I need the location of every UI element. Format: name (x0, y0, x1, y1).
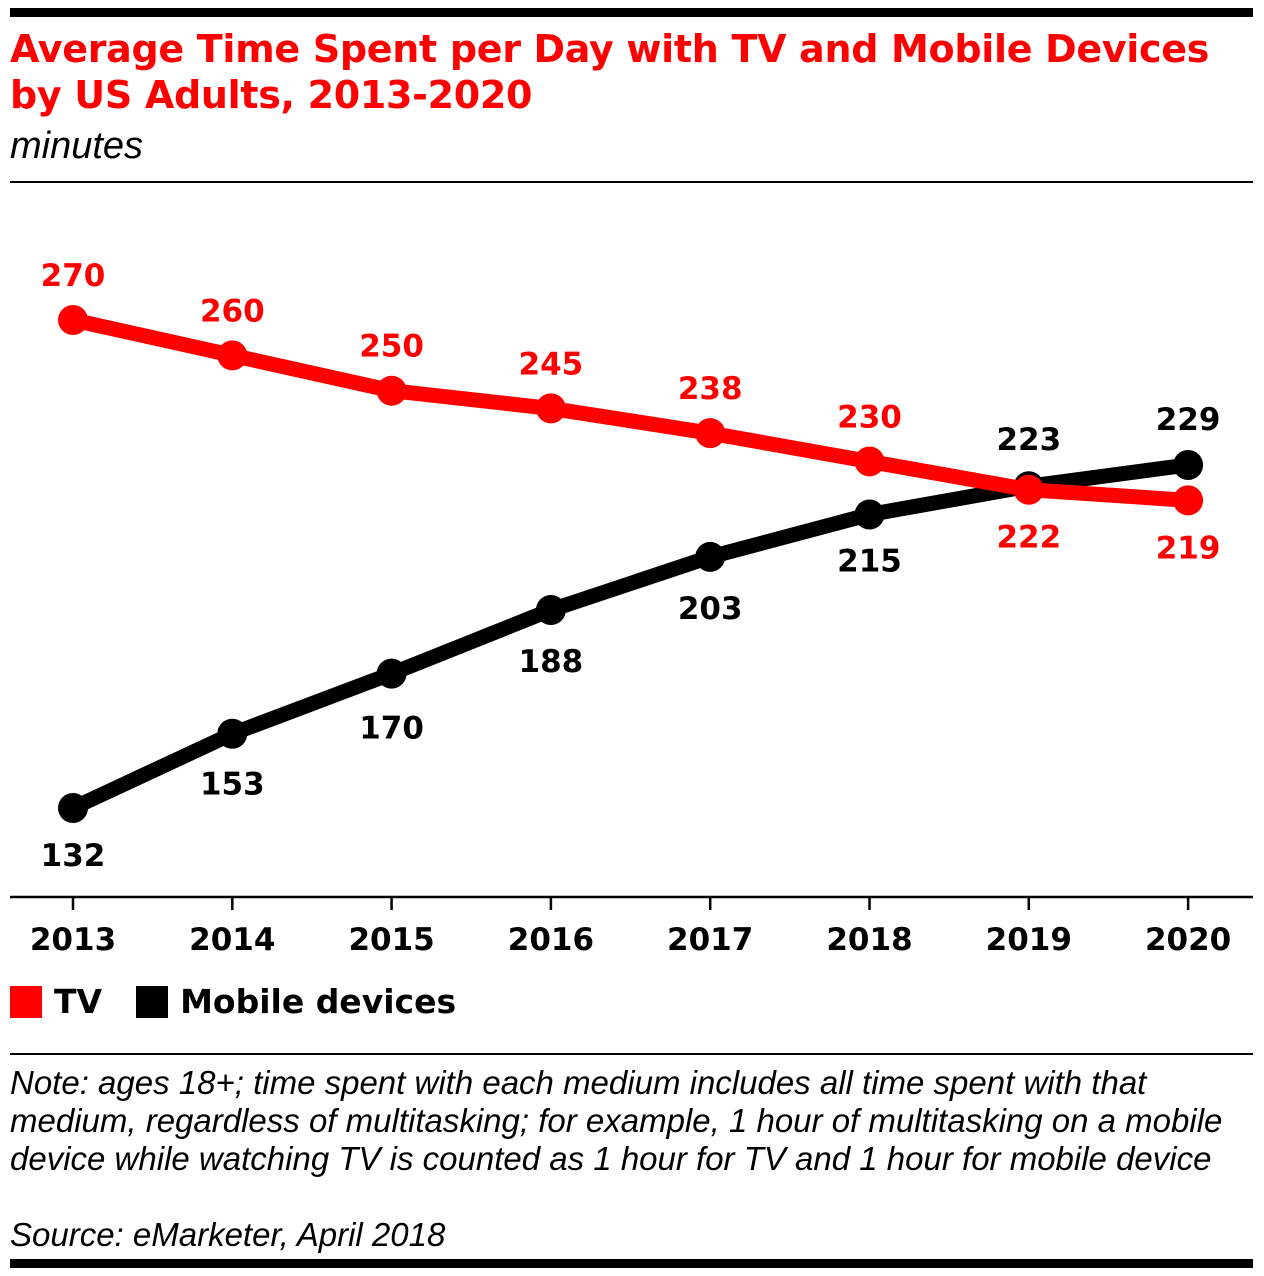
data-point-mobile-devices-2014 (217, 718, 248, 749)
data-point-mobile-devices-2020 (1173, 449, 1204, 480)
data-point-tv-2014 (217, 340, 248, 371)
data-point-tv-2018 (854, 446, 885, 477)
data-label-mobile-devices-2019: 223 (996, 422, 1061, 458)
data-point-mobile-devices-2013 (58, 792, 88, 823)
data-point-mobile-devices-2015 (376, 658, 407, 689)
data-label-tv-2020: 219 (1156, 530, 1221, 566)
data-label-tv-2017: 238 (678, 371, 743, 407)
data-point-tv-2020 (1173, 485, 1204, 516)
bottom-rule (10, 1259, 1253, 1268)
data-label-mobile-devices-2015: 170 (359, 711, 424, 747)
chart-subtitle: minutes (10, 125, 144, 167)
note-divider (10, 1053, 1253, 1055)
data-label-tv-2016: 245 (519, 346, 584, 382)
data-point-tv-2015 (376, 375, 407, 406)
data-label-tv-2018: 230 (837, 399, 902, 435)
x-tick-label-2020: 2020 (1145, 922, 1231, 958)
x-tick-label-2015: 2015 (348, 922, 434, 958)
data-point-mobile-devices-2016 (535, 594, 566, 625)
data-label-mobile-devices-2016: 188 (519, 644, 584, 680)
top-rule (10, 8, 1253, 17)
legend-label-tv: TV (54, 982, 103, 1021)
data-label-tv-2013: 270 (41, 258, 106, 294)
data-label-tv-2014: 260 (200, 293, 265, 329)
x-axis: 2013 2014 2015 2016 2017 2018 2019 2020 (10, 895, 1253, 958)
data-point-tv-2013 (58, 305, 88, 335)
legend-swatch-tv (10, 985, 42, 1018)
data-label-mobile-devices-2020: 229 (1156, 402, 1221, 438)
data-point-tv-2019 (1013, 474, 1044, 505)
data-label-tv-2019: 222 (996, 520, 1061, 556)
x-tick-label-2017: 2017 (667, 922, 753, 958)
series-line-mobile-devices (65, 457, 1196, 816)
legend-item-mobile: Mobile devices (136, 982, 456, 1021)
legend: TV Mobile devices (10, 982, 490, 1021)
data-label-mobile-devices-2017: 203 (678, 591, 743, 627)
chart-title: Average Time Spent per Day with TV and M… (10, 27, 1210, 117)
series-layer: 132 153 170 188 203 215 223 229 270 260 250 245 238 2… (41, 258, 1221, 874)
legend-label-mobile: Mobile devices (180, 982, 457, 1021)
data-label-mobile-devices-2018: 215 (837, 543, 902, 579)
data-label-tv-2015: 250 (359, 329, 424, 365)
data-label-mobile-devices-2014: 153 (200, 767, 265, 803)
x-tick-label-2018: 2018 (826, 922, 912, 958)
title-divider (10, 181, 1253, 183)
data-point-tv-2016 (535, 393, 566, 424)
data-point-mobile-devices-2018 (854, 499, 885, 530)
footnote: Note: ages 18+; time spent with each med… (10, 1064, 1223, 1177)
x-tick-label-2019: 2019 (986, 922, 1072, 958)
x-tick-label-2016: 2016 (508, 922, 594, 958)
data-label-mobile-devices-2013: 132 (41, 838, 106, 874)
x-tick-label-2014: 2014 (189, 922, 275, 958)
series-line-tv (65, 312, 1196, 508)
x-tick-label-2013: 2013 (30, 922, 116, 958)
data-point-mobile-devices-2017 (695, 541, 726, 572)
data-point-tv-2017 (695, 418, 726, 449)
legend-swatch-mobile (136, 985, 169, 1018)
source-line: Source: eMarketer, April 2018 (10, 1216, 446, 1253)
line-chart: 132 153 170 188 203 215 223 229 270 260 250 245 238 2… (10, 258, 1253, 958)
legend-item-tv: TV (10, 982, 102, 1021)
